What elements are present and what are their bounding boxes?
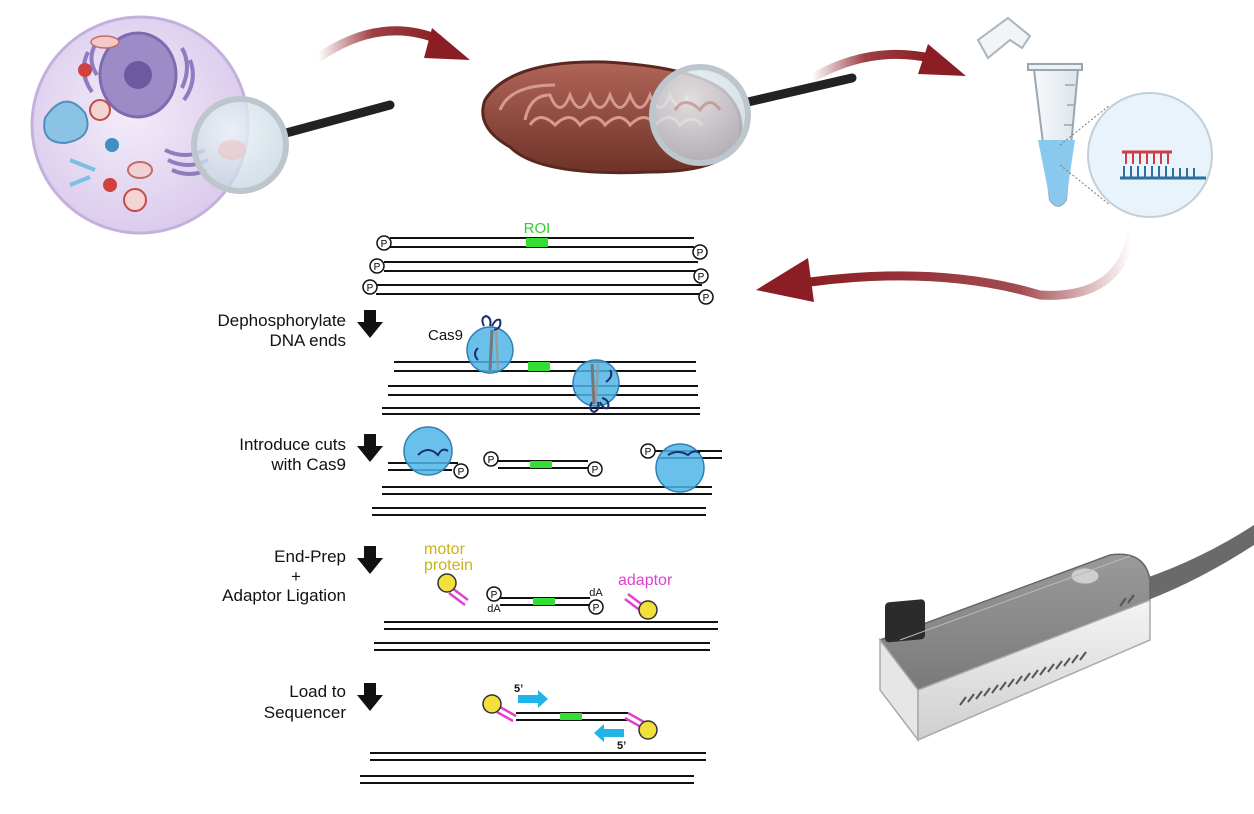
svg-text:P: P xyxy=(698,272,705,283)
five-prime-label-bottom: 5’ xyxy=(617,740,626,752)
loaded-adaptor-left-icon xyxy=(482,694,517,723)
phosphate-groups: P P P P P P xyxy=(362,235,714,305)
cas9-bound-icon xyxy=(403,426,453,476)
svg-text:P: P xyxy=(458,467,465,478)
svg-text:P: P xyxy=(488,455,495,466)
phosphate-groups: P P xyxy=(486,586,604,615)
loaded-adaptor-right-icon xyxy=(624,711,658,740)
step-end-prep: End-Prep + Adaptor Ligation xyxy=(222,546,383,605)
step-dephosphorylate: Dephosphorylate DNA ends xyxy=(217,310,383,350)
step-load-sequencer: Load to Sequencer xyxy=(264,682,383,722)
svg-text:P: P xyxy=(491,590,498,601)
tube-icon xyxy=(976,16,1111,207)
roi-label: ROI xyxy=(524,220,551,237)
down-arrow-icon xyxy=(357,434,383,462)
roi-marker xyxy=(533,598,555,605)
roi-marker xyxy=(528,362,550,371)
motor-protein-adaptor-icon xyxy=(437,573,469,606)
primer-arrow-right-icon xyxy=(518,690,548,708)
cas9-complex-icon xyxy=(466,314,514,374)
roi-marker xyxy=(560,713,582,720)
cell-icon xyxy=(30,15,250,235)
step-1-line2: DNA ends xyxy=(269,331,346,350)
step-introduce-cuts: Introduce cuts with Cas9 xyxy=(239,434,383,474)
step-1-line1: Dephosphorylate xyxy=(217,311,346,330)
svg-text:P: P xyxy=(381,239,388,250)
cas9-bound-icon xyxy=(655,443,705,493)
step-3-line1: End-Prep xyxy=(274,547,346,566)
down-arrow-icon xyxy=(357,683,383,711)
cas9-label: Cas9 xyxy=(428,327,463,344)
step-4-line2: Sequencer xyxy=(264,703,347,722)
motor-protein-label-line2: protein xyxy=(424,557,473,574)
flow-arrow-2 xyxy=(809,44,966,82)
dna-stage-loaded xyxy=(360,712,706,784)
flow-arrow-1 xyxy=(315,26,470,62)
adaptor-icon xyxy=(624,593,658,620)
dna-zoom-icon xyxy=(1087,92,1213,218)
step-3-line3: Adaptor Ligation xyxy=(222,586,346,605)
roi-marker xyxy=(526,238,548,247)
magnifier-icon xyxy=(649,64,857,166)
svg-text:P: P xyxy=(367,283,374,294)
down-arrow-icon xyxy=(357,310,383,338)
roi-marker xyxy=(530,461,552,468)
svg-text:P: P xyxy=(593,603,600,614)
primer-arrow-left-icon xyxy=(594,724,624,742)
svg-text:P: P xyxy=(703,293,710,304)
phosphate-groups: P P P P xyxy=(453,443,656,479)
sequencer-device-icon xyxy=(878,525,1254,743)
svg-text:P: P xyxy=(645,447,652,458)
magnifier-icon xyxy=(191,96,395,194)
adaptor-label: adaptor xyxy=(618,572,673,589)
dna-stage-end-prep xyxy=(374,597,718,651)
da-label-right: dA xyxy=(589,587,603,599)
cas9-complex-icon xyxy=(572,359,620,414)
flow-arrow-3 xyxy=(756,231,1137,302)
five-prime-label-top: 5’ xyxy=(514,683,523,695)
down-arrow-icon xyxy=(357,546,383,574)
step-2-line2: with Cas9 xyxy=(270,455,346,474)
da-label-left: dA xyxy=(487,603,501,615)
svg-text:P: P xyxy=(374,262,381,273)
step-3-line2: + xyxy=(291,567,301,586)
svg-text:P: P xyxy=(592,465,599,476)
svg-text:P: P xyxy=(697,248,704,259)
motor-protein-label-line1: motor xyxy=(424,541,466,558)
step-4-line1: Load to xyxy=(289,682,346,701)
step-2-line1: Introduce cuts xyxy=(239,435,346,454)
